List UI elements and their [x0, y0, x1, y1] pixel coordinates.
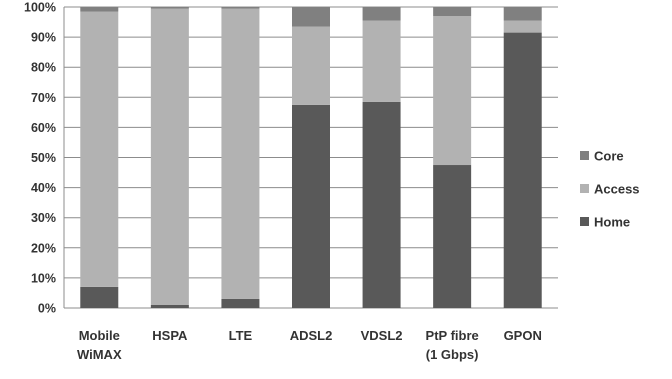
bar-segment-home: [503, 32, 542, 309]
bar-segment-core: [80, 7, 119, 12]
bar-segment-access: [80, 11, 119, 287]
bar-segment-access: [292, 26, 330, 105]
x-tick-label: WiMAX: [77, 347, 122, 362]
bar-segment-core: [150, 7, 189, 9]
y-tick-label: 80%: [31, 61, 56, 75]
y-tick-label: 60%: [31, 121, 56, 135]
legend-label-home: Home: [594, 215, 630, 230]
legend-swatch-access: [580, 184, 589, 193]
bar-segment-home: [221, 298, 260, 308]
bar-segment-home: [292, 104, 330, 308]
x-tick-label: ADSL2: [290, 328, 333, 343]
legend-label-access: Access: [594, 182, 640, 197]
y-tick-label: 40%: [31, 181, 56, 195]
legend-swatch-core: [580, 151, 589, 160]
bar-segment-home: [150, 304, 189, 308]
bar-segment-access: [433, 16, 472, 166]
x-tick-label: Mobile: [79, 328, 120, 343]
y-tick-label: 70%: [31, 91, 56, 105]
legend-swatch-home: [580, 217, 589, 226]
bar-segment-home: [433, 165, 472, 308]
y-tick-label: 50%: [31, 151, 56, 165]
bar-segment-core: [292, 7, 330, 27]
bar-segment-access: [221, 8, 260, 299]
bar-segment-home: [80, 286, 119, 308]
y-tick-label: 30%: [31, 211, 56, 225]
bar-segment-access: [150, 8, 189, 305]
bar-segment-access: [503, 20, 542, 33]
x-tick-label: PtP fibre: [426, 328, 479, 343]
legend-label-core: Core: [594, 149, 624, 164]
x-tick-label: (1 Gbps): [426, 347, 479, 362]
x-tick-label: GPON: [504, 328, 542, 343]
bar-segment-core: [221, 7, 260, 9]
bar-segment-core: [433, 7, 472, 17]
x-tick-label: VDSL2: [361, 328, 403, 343]
x-tick-label: LTE: [229, 328, 253, 343]
bar-segment-home: [362, 101, 401, 308]
y-tick-label: 90%: [31, 31, 56, 45]
y-tick-label: 0%: [38, 302, 56, 316]
y-tick-label: 20%: [31, 241, 56, 255]
y-tick-label: 10%: [31, 271, 56, 285]
y-tick-label: 100%: [24, 1, 56, 15]
bar-segment-core: [362, 7, 401, 21]
x-tick-label: HSPA: [152, 328, 188, 343]
bar-segment-core: [503, 7, 542, 21]
bar-segment-access: [362, 20, 401, 102]
